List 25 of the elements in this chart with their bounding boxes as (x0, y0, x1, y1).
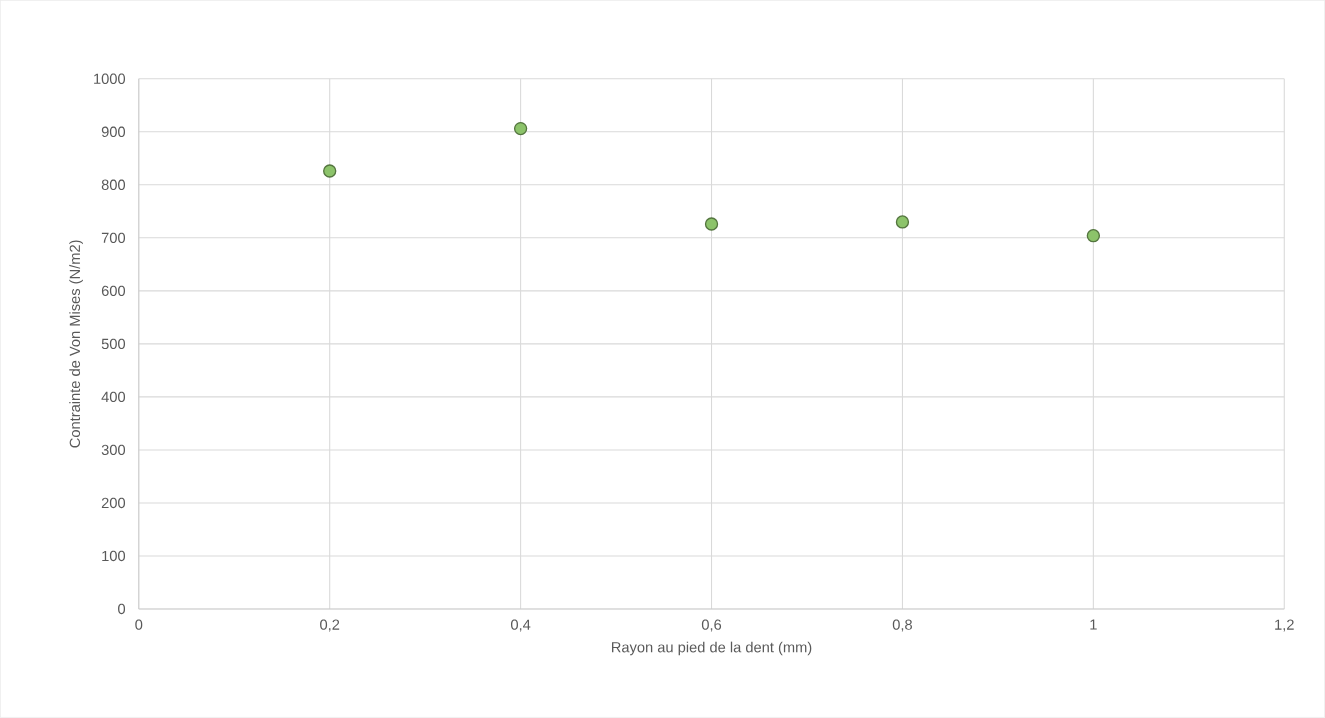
y-tick-label: 200 (101, 497, 126, 509)
point (513, 122, 528, 136)
y-tick-label: 400 (101, 391, 126, 403)
y-tick-label: 700 (101, 232, 126, 244)
x-tick-label: 1 (1090, 619, 1097, 630)
y-tick-label: 600 (101, 285, 126, 297)
y-tick-label: 0 (118, 603, 126, 615)
y-tick-label: 500 (101, 338, 126, 350)
x-tick-label: 0,4 (510, 619, 531, 632)
y-tick-label: 100 (102, 550, 126, 562)
y-axis-title: Contrainte de Von Mises (N/m2) (69, 240, 83, 448)
x-tick-label: 0 (135, 619, 143, 630)
x-tick-label: 0,8 (892, 619, 912, 632)
y-tick-label: 300 (101, 444, 126, 456)
y-tick-label: 1000 (94, 73, 126, 85)
x-axis-title: Rayon au pied de la dent (mm) (612, 641, 812, 656)
x-tick-label: 0,6 (701, 619, 722, 632)
point (323, 164, 337, 178)
y-tick-label: 900 (101, 126, 126, 138)
x-tick-label: 0,2 (320, 619, 340, 632)
x-tick-label: 1,2 (1275, 619, 1294, 632)
point (1086, 229, 1101, 243)
point (895, 215, 910, 229)
point (704, 217, 719, 231)
y-tick-label: 800 (101, 179, 126, 191)
